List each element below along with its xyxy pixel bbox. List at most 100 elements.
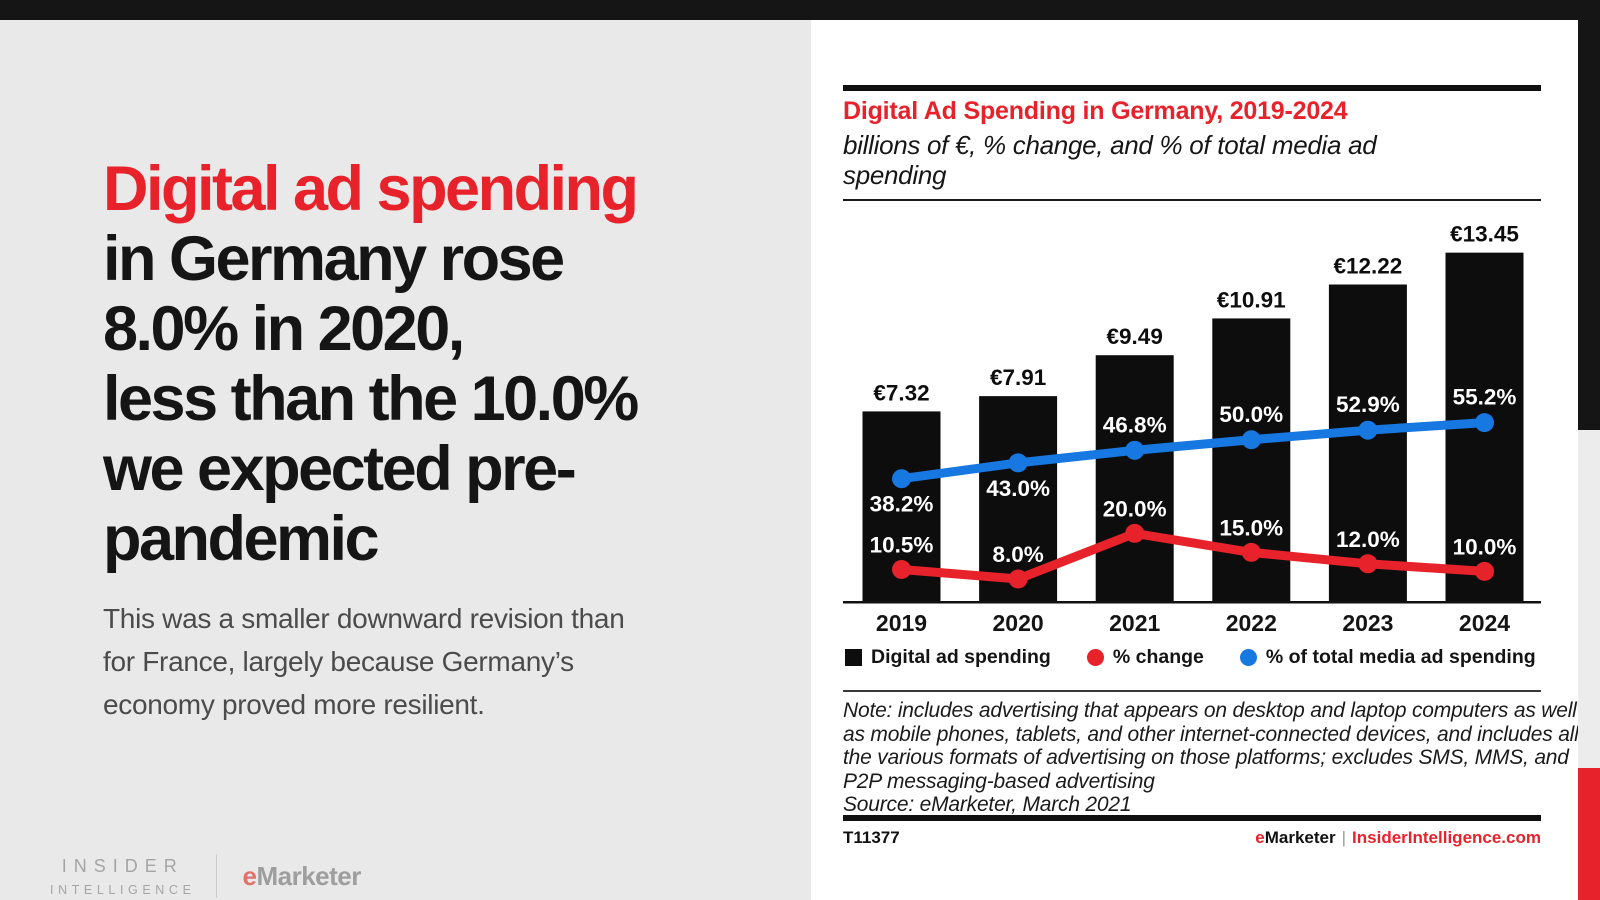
x-axis-line xyxy=(843,601,1541,604)
note-line: Note: includes advertising that appears … xyxy=(843,699,1577,722)
pct-of-total-point xyxy=(1475,413,1494,433)
chart-legend: Digital ad spending % change % of total … xyxy=(845,646,1536,668)
bar-value-label: €9.49 xyxy=(1107,324,1163,349)
footer-branding: eMarketer | InsiderIntelligence.com xyxy=(1255,828,1541,848)
legend-label: Digital ad spending xyxy=(871,645,1051,668)
pct-change-point xyxy=(1241,542,1261,562)
pct-of-total-point-label: 43.0% xyxy=(986,476,1050,501)
headline-line-5: we expected pre- xyxy=(103,434,577,504)
x-tick-label: 2021 xyxy=(1109,610,1160,636)
bar-value-label: €7.91 xyxy=(990,365,1046,390)
top-black-band xyxy=(0,0,1600,20)
card-top-rule xyxy=(843,85,1541,91)
left-panel: Digital ad spending in Germany rose 8.0%… xyxy=(0,20,811,900)
pct-change-point-label: 10.0% xyxy=(1453,534,1517,559)
footer-emarketer-rest: Marketer xyxy=(1264,828,1336,847)
bar-2021 xyxy=(1095,355,1174,601)
legend-item-pct-of-total: % of total media ad spending xyxy=(1239,645,1536,669)
pct-change-point-label: 8.0% xyxy=(992,542,1043,567)
right-strip-gray xyxy=(1578,430,1600,768)
source-line: Source: eMarketer, March 2021 xyxy=(843,793,1132,816)
footer-rule xyxy=(843,815,1541,821)
insider-intelligence-logo: INSIDER INTELLIGENCE xyxy=(50,856,196,897)
note-line: as mobile phones, tablets, and other int… xyxy=(843,722,1579,746)
headline-line-2: in Germany rose xyxy=(103,224,565,294)
bar-value-label: €12.22 xyxy=(1333,254,1402,279)
legend-item-digital-ad-spending: Digital ad spending xyxy=(845,646,1051,669)
headline-line-3: 8.0% in 2020, xyxy=(103,294,465,364)
pct-change-point xyxy=(1358,554,1378,574)
insider-logo-line2: INTELLIGENCE xyxy=(50,882,196,897)
bar-2023 xyxy=(1328,284,1407,601)
headline-line-4: less than the 10.0% xyxy=(103,364,639,434)
note-line: P2P messaging-based advertising xyxy=(843,769,1155,793)
legend-label: % of total media ad spending xyxy=(1265,645,1536,668)
chart-subtitle-line: spending xyxy=(843,160,947,190)
chart-id: T11377 xyxy=(843,828,900,847)
legend-item-pct-change: % change xyxy=(1086,645,1204,669)
paragraph-line: economy proved more resilient. xyxy=(103,689,485,720)
insider-logo-line1: INSIDER xyxy=(61,855,184,876)
emarketer-logo-rest: Marketer xyxy=(256,860,361,891)
pct-change-point-label: 20.0% xyxy=(1103,496,1167,521)
title-divider-rule xyxy=(843,199,1541,201)
pct-of-total-point xyxy=(1241,430,1261,450)
emarketer-logo: eMarketer xyxy=(242,860,362,892)
pct-of-total-point-label: 38.2% xyxy=(870,492,934,517)
bar-value-label: €7.32 xyxy=(873,380,929,405)
pct-change-point-label: 12.0% xyxy=(1336,527,1400,552)
pct-of-total-point-label: 46.8% xyxy=(1103,412,1167,437)
chart-plot-area: €7.32 €7.91 €9.49 €10.91 €12.22 €13.45 2019 202… xyxy=(843,215,1541,645)
brand-logos: INSIDER INTELLIGENCE eMarketer xyxy=(50,854,361,898)
body-paragraph: This was a smaller downward revision tha… xyxy=(103,597,723,726)
legend-blue-dot-icon xyxy=(1239,648,1257,666)
x-tick-label: 2023 xyxy=(1342,610,1393,636)
footer-site-link[interactable]: InsiderIntelligence.com xyxy=(1352,828,1541,847)
legend-red-dot-icon xyxy=(1086,648,1104,666)
headline: Digital ad spending in Germany rose 8.0%… xyxy=(103,154,723,574)
x-tick-label: 2020 xyxy=(993,610,1044,636)
pct-change-point xyxy=(892,560,911,579)
pct-of-total-point xyxy=(1008,453,1028,473)
pct-change-point xyxy=(1125,523,1145,543)
right-strip-black xyxy=(1578,0,1600,430)
x-tick-label: 2024 xyxy=(1459,610,1510,636)
paragraph-line: This was a smaller downward revision tha… xyxy=(103,603,625,634)
pct-of-total-point xyxy=(1125,440,1145,460)
chart-subtitle: billions of €, % change, and % of total … xyxy=(843,130,1377,190)
pct-of-total-point-label: 52.9% xyxy=(1336,392,1400,417)
emarketer-logo-e: e xyxy=(242,860,257,891)
bar-value-label: €13.45 xyxy=(1450,222,1519,247)
pct-change-line xyxy=(897,528,1489,584)
pct-change-point xyxy=(1475,561,1494,581)
pct-of-total-point-label: 50.0% xyxy=(1219,402,1283,427)
chart-card: Digital Ad Spending in Germany, 2019-202… xyxy=(811,20,1579,900)
note-line: the various formats of advertising on th… xyxy=(843,746,1569,769)
footer-separator: | xyxy=(1341,828,1347,847)
chart-note: Note: includes advertising that appears … xyxy=(843,699,1579,817)
footer-emarketer-e: e xyxy=(1255,828,1265,847)
chart-title: Digital Ad Spending in Germany, 2019-202… xyxy=(843,97,1348,125)
paragraph-line: for France, largely because Germany’s xyxy=(103,646,574,677)
pct-change-point-label: 15.0% xyxy=(1219,515,1283,540)
pct-of-total-point-label: 55.2% xyxy=(1453,385,1517,410)
logo-divider xyxy=(215,854,217,898)
x-tick-label: 2022 xyxy=(1226,610,1277,636)
bar-value-label: €10.91 xyxy=(1217,287,1286,312)
x-tick-label: 2019 xyxy=(876,610,927,636)
combo-chart: €7.32 €7.91 €9.49 €10.91 €12.22 €13.45 2019 202… xyxy=(843,222,1541,636)
right-strip-red xyxy=(1578,768,1600,900)
pct-change-point xyxy=(1008,569,1028,589)
legend-bar-swatch-icon xyxy=(845,648,862,666)
pct-of-total-point xyxy=(892,469,911,489)
headline-line-6: pandemic xyxy=(103,504,380,574)
legend-label: % change xyxy=(1112,645,1204,668)
pct-of-total-line xyxy=(897,418,1489,484)
pct-of-total-point xyxy=(1358,420,1378,440)
pct-change-point-label: 10.5% xyxy=(870,533,934,558)
headline-line-1: Digital ad spending xyxy=(103,154,639,224)
note-divider-rule xyxy=(843,690,1541,692)
chart-subtitle-line: billions of €, % change, and % of total … xyxy=(843,130,1377,160)
card-footer: T11377 eMarketer | InsiderIntelligence.com xyxy=(843,828,1541,848)
